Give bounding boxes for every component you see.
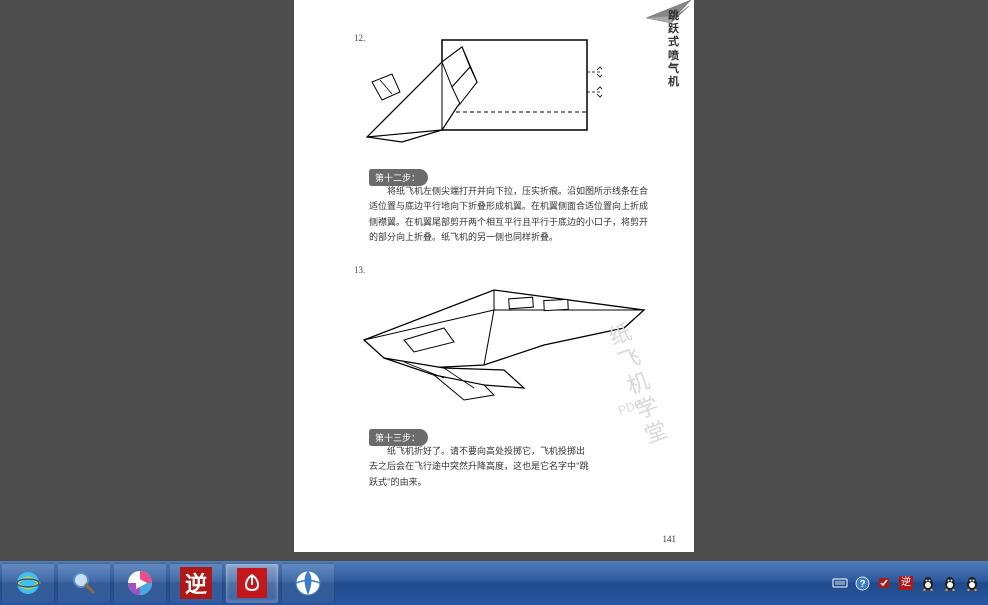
ie-icon (13, 568, 43, 598)
step12-diagram (352, 32, 602, 167)
taskbar-ni-button[interactable]: 逆 (169, 563, 223, 603)
magnifier-icon (70, 569, 98, 597)
taskbar-magnifier-button[interactable] (57, 563, 111, 603)
step13-text: 纸飞机折好了。请不要向高处投掷它，飞机投掷出去之后会在飞行途中突然升降高度，这也… (369, 444, 589, 490)
taskbar-pdf-button[interactable] (225, 563, 279, 603)
windows-taskbar: 逆 ? 逆 (0, 561, 988, 605)
page-number: 141 (663, 534, 677, 544)
step12-text: 将纸飞机左侧尖端打开并向下拉，压实折痕。沿如图所示线条在合适位置与底边平行地向下… (369, 184, 649, 245)
taskbar-ie-button[interactable] (1, 563, 55, 603)
step13-diagram (344, 270, 654, 425)
tray-keyboard-icon[interactable] (832, 575, 848, 591)
tray-qq2-icon[interactable] (942, 575, 958, 591)
taskbar-browser-button[interactable] (281, 563, 335, 603)
taskbar-media-button[interactable] (113, 563, 167, 603)
pdf-icon (237, 568, 267, 598)
browser-globe-icon (293, 568, 323, 598)
tray-ni-icon[interactable]: 逆 (898, 575, 914, 591)
tray-qq1-icon[interactable] (920, 575, 936, 591)
ni-icon: 逆 (180, 567, 212, 599)
tray-help-icon[interactable]: ? (854, 575, 870, 591)
document-viewer: 跳跃式喷气机 12. 第十二步： (0, 0, 988, 561)
page-side-title: 跳跃式喷气机 (668, 10, 682, 89)
system-tray: ? 逆 (832, 575, 988, 591)
media-icon (125, 568, 155, 598)
tray-security-icon[interactable] (876, 575, 892, 591)
tray-qq3-icon[interactable] (964, 575, 980, 591)
document-page: 跳跃式喷气机 12. 第十二步： (294, 0, 694, 552)
svg-text:?: ? (859, 579, 865, 590)
